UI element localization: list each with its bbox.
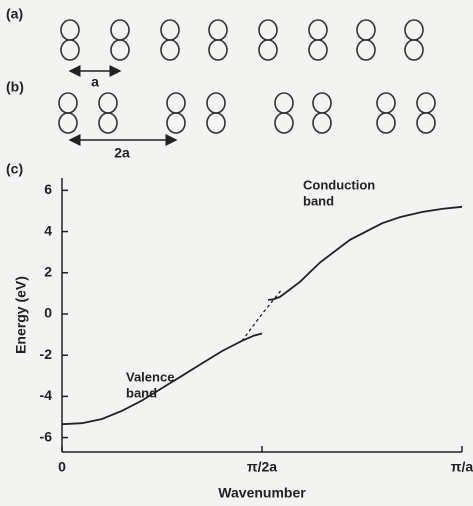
orbital-lobe	[60, 19, 80, 41]
x-tick-label: π/2a	[247, 459, 277, 475]
y-tick-label: -6	[40, 428, 53, 444]
orbital-lobe	[274, 92, 294, 114]
orbital-lobe	[208, 39, 228, 61]
y-axis-label: Energy (eV)	[13, 276, 29, 354]
orbital-lobe	[376, 112, 396, 134]
y-tick-label: 4	[44, 222, 52, 238]
panel-label: (c)	[6, 161, 23, 177]
series-line	[61, 332, 263, 426]
orbital-lobe	[312, 112, 332, 134]
series-line	[241, 288, 283, 342]
orbital-lobe	[416, 92, 436, 114]
orbital-lobe	[166, 112, 186, 134]
y-tick-label: 0	[44, 305, 52, 321]
orbital-lobe	[58, 112, 78, 134]
annotation: Conduction	[303, 177, 375, 192]
panel-label: (a)	[6, 6, 23, 22]
orbital-lobe	[258, 39, 278, 61]
orbital-lobe	[98, 92, 118, 114]
orbital-lobe	[416, 112, 436, 134]
orbital-lobe	[110, 39, 130, 61]
orbital-lobe	[308, 39, 328, 61]
x-tick-label: 0	[58, 459, 66, 475]
series-line	[267, 205, 463, 301]
y-tick-label: 6	[44, 181, 52, 197]
y-tick-label: 2	[44, 263, 52, 279]
orbital-lobe	[98, 112, 118, 134]
orbital-lobe	[356, 39, 376, 61]
y-tick-label: -2	[40, 346, 53, 362]
spacing-label: 2a	[114, 145, 130, 161]
x-tick-label: π/a	[451, 459, 473, 475]
spacing-label: a	[91, 74, 99, 90]
orbital-lobe	[60, 39, 80, 61]
orbital-lobe	[166, 92, 186, 114]
orbital-lobe	[206, 92, 226, 114]
orbital-lobe	[208, 19, 228, 41]
orbital-lobe	[274, 112, 294, 134]
orbital-lobe	[258, 19, 278, 41]
orbital-lobe	[404, 39, 424, 61]
orbital-lobe	[356, 19, 376, 41]
y-tick-label: -4	[40, 387, 53, 403]
x-axis-label: Wavenumber	[218, 485, 306, 501]
orbital-lobe	[308, 19, 328, 41]
annotation: Valence	[126, 369, 174, 384]
orbital-lobe	[160, 39, 180, 61]
annotation: band	[303, 193, 334, 208]
panel-label: (b)	[6, 79, 24, 95]
orbital-lobe	[376, 92, 396, 114]
orbital-lobe	[160, 19, 180, 41]
orbital-lobe	[58, 92, 78, 114]
annotation: band	[126, 385, 157, 400]
orbital-lobe	[404, 19, 424, 41]
orbital-lobe	[110, 19, 130, 41]
orbital-lobe	[312, 92, 332, 114]
orbital-lobe	[206, 112, 226, 134]
